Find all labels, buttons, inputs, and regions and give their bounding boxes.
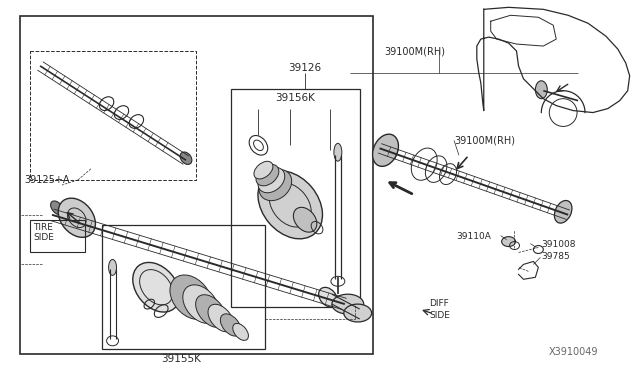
Ellipse shape <box>332 294 364 314</box>
Ellipse shape <box>196 295 226 327</box>
Ellipse shape <box>220 314 241 336</box>
Text: 39785: 39785 <box>541 251 570 260</box>
Text: 391008: 391008 <box>541 240 576 248</box>
Text: 39155K: 39155K <box>161 354 201 364</box>
Ellipse shape <box>259 169 292 201</box>
Ellipse shape <box>180 152 192 164</box>
Ellipse shape <box>170 275 212 320</box>
Bar <box>20 16 372 354</box>
Text: 39126: 39126 <box>289 63 322 73</box>
Text: SIDE: SIDE <box>429 311 450 320</box>
Text: DIFF: DIFF <box>429 299 449 308</box>
Ellipse shape <box>256 164 279 186</box>
Ellipse shape <box>183 285 219 323</box>
Ellipse shape <box>51 201 63 215</box>
Ellipse shape <box>554 201 572 223</box>
Ellipse shape <box>258 171 323 239</box>
Ellipse shape <box>132 262 180 312</box>
Text: 39156K: 39156K <box>275 93 315 103</box>
Text: SIDE: SIDE <box>33 232 54 242</box>
Ellipse shape <box>502 237 516 247</box>
Text: X3910049: X3910049 <box>548 347 598 357</box>
Ellipse shape <box>334 143 342 161</box>
Ellipse shape <box>372 134 399 166</box>
Ellipse shape <box>258 167 285 193</box>
Ellipse shape <box>254 161 273 179</box>
Bar <box>230 89 360 307</box>
Bar <box>30 220 84 251</box>
Text: 39100M(RH): 39100M(RH) <box>385 46 445 56</box>
Ellipse shape <box>208 304 234 332</box>
Ellipse shape <box>109 259 116 275</box>
Ellipse shape <box>344 304 372 322</box>
Ellipse shape <box>58 198 95 237</box>
Text: 39125+A: 39125+A <box>24 175 70 185</box>
Ellipse shape <box>233 323 248 340</box>
Bar <box>102 225 266 349</box>
Text: 39110A: 39110A <box>456 232 491 241</box>
Ellipse shape <box>319 287 337 307</box>
Text: 39100M(RH): 39100M(RH) <box>454 135 515 145</box>
Ellipse shape <box>536 81 547 99</box>
Ellipse shape <box>293 207 317 232</box>
Text: TIRE: TIRE <box>33 223 53 232</box>
